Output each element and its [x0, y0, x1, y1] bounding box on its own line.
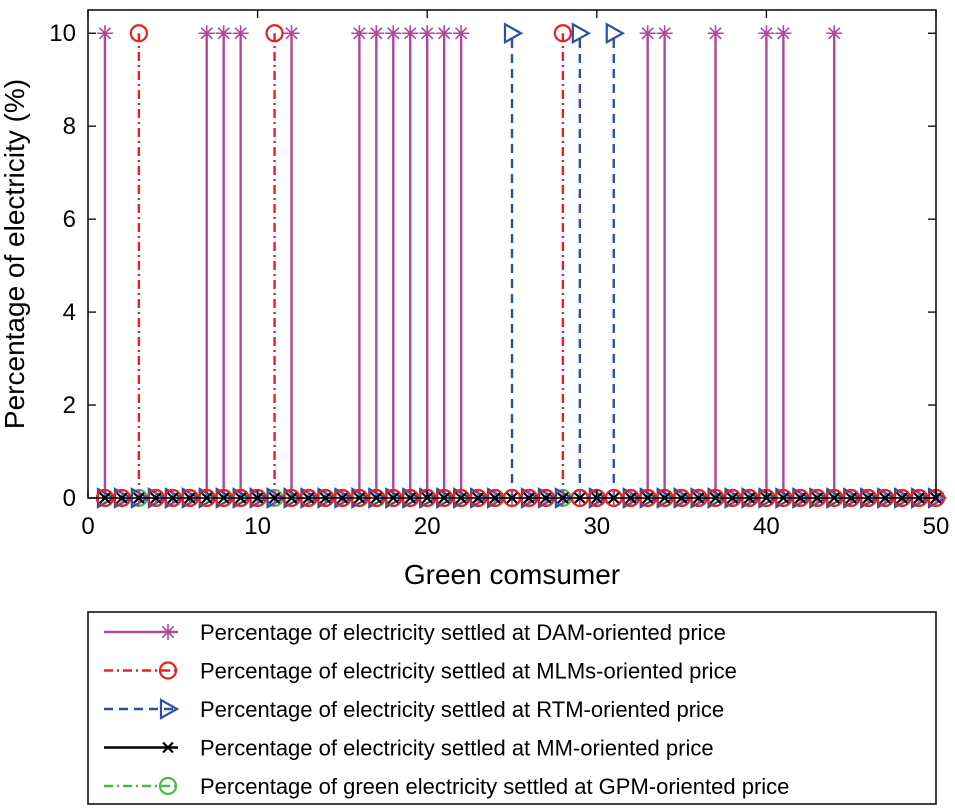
legend-item: Percentage of electricity settled at DAM… — [104, 620, 726, 645]
x-tick-label: 30 — [583, 513, 610, 540]
x-tick-label: 0 — [81, 513, 94, 540]
legend-label: Percentage of electricity settled at MLM… — [200, 659, 737, 684]
series-3-point — [605, 22, 626, 45]
x-tick-label: 10 — [244, 513, 271, 540]
y-tick-label: 10 — [49, 20, 76, 47]
y-tick-label: 6 — [63, 206, 76, 233]
series-1-point — [368, 25, 385, 42]
legend-label: Percentage of electricity settled at MM-… — [200, 736, 714, 761]
y-tick-label: 2 — [63, 392, 76, 419]
series-1-point — [707, 25, 724, 42]
legend-label: Percentage of electricity settled at DAM… — [200, 620, 726, 645]
y-axis-title: Percentage of electricity (%) — [0, 79, 30, 429]
legend-item: Percentage of electricity settled at MLM… — [104, 659, 737, 684]
y-tick-label: 4 — [63, 299, 76, 326]
plot-frame — [87, 9, 937, 499]
series-1-point — [436, 25, 453, 42]
series-1-point — [283, 25, 300, 42]
legend-item: Percentage of green electricity settled … — [104, 774, 789, 799]
x-tick-label: 50 — [923, 513, 950, 540]
ticks-layer: 0 10 20 30 40 50 0 2 4 6 8 10 — [49, 10, 949, 540]
y-tick-label: 0 — [63, 485, 76, 512]
legend-marker — [159, 698, 180, 720]
series-1-point — [351, 25, 368, 42]
series-1-point — [758, 25, 775, 42]
legend-marker — [158, 661, 178, 680]
series-1-point — [215, 25, 232, 42]
series-3-point — [571, 22, 592, 45]
series-1-point — [419, 25, 436, 42]
y-tick-label: 8 — [63, 113, 76, 140]
series-1-point — [656, 25, 673, 42]
series-1-point — [232, 25, 249, 42]
series-2-point — [129, 24, 148, 43]
x-tick-label: 20 — [414, 513, 441, 540]
legend-marker — [160, 624, 176, 640]
x-tick-label: 40 — [753, 513, 780, 540]
legend-marker — [162, 741, 174, 754]
legend-label: Percentage of electricity settled at RTM… — [200, 697, 724, 722]
series-1-point — [385, 25, 402, 42]
legend-item: Percentage of electricity settled at RTM… — [104, 697, 724, 722]
x-axis-title: Green comsumer — [404, 559, 620, 590]
legend-item: Percentage of electricity settled at MM-… — [104, 736, 714, 761]
series-2-point — [265, 24, 284, 43]
series-1-point — [775, 25, 792, 42]
series-1-point — [96, 25, 113, 42]
series-1-point — [453, 25, 470, 42]
stems-layer — [103, 33, 836, 498]
series-2-point — [553, 24, 572, 43]
legend-label: Percentage of green electricity settled … — [200, 774, 789, 799]
legend-box — [87, 611, 937, 805]
series-1-point — [639, 25, 656, 42]
series-1-point — [402, 25, 419, 42]
series-1-point — [826, 25, 843, 42]
legend: Percentage of electricity settled at DAM… — [87, 611, 937, 805]
series-1-point — [198, 25, 215, 42]
legend-marker — [158, 776, 178, 796]
series-3-point — [503, 22, 524, 45]
